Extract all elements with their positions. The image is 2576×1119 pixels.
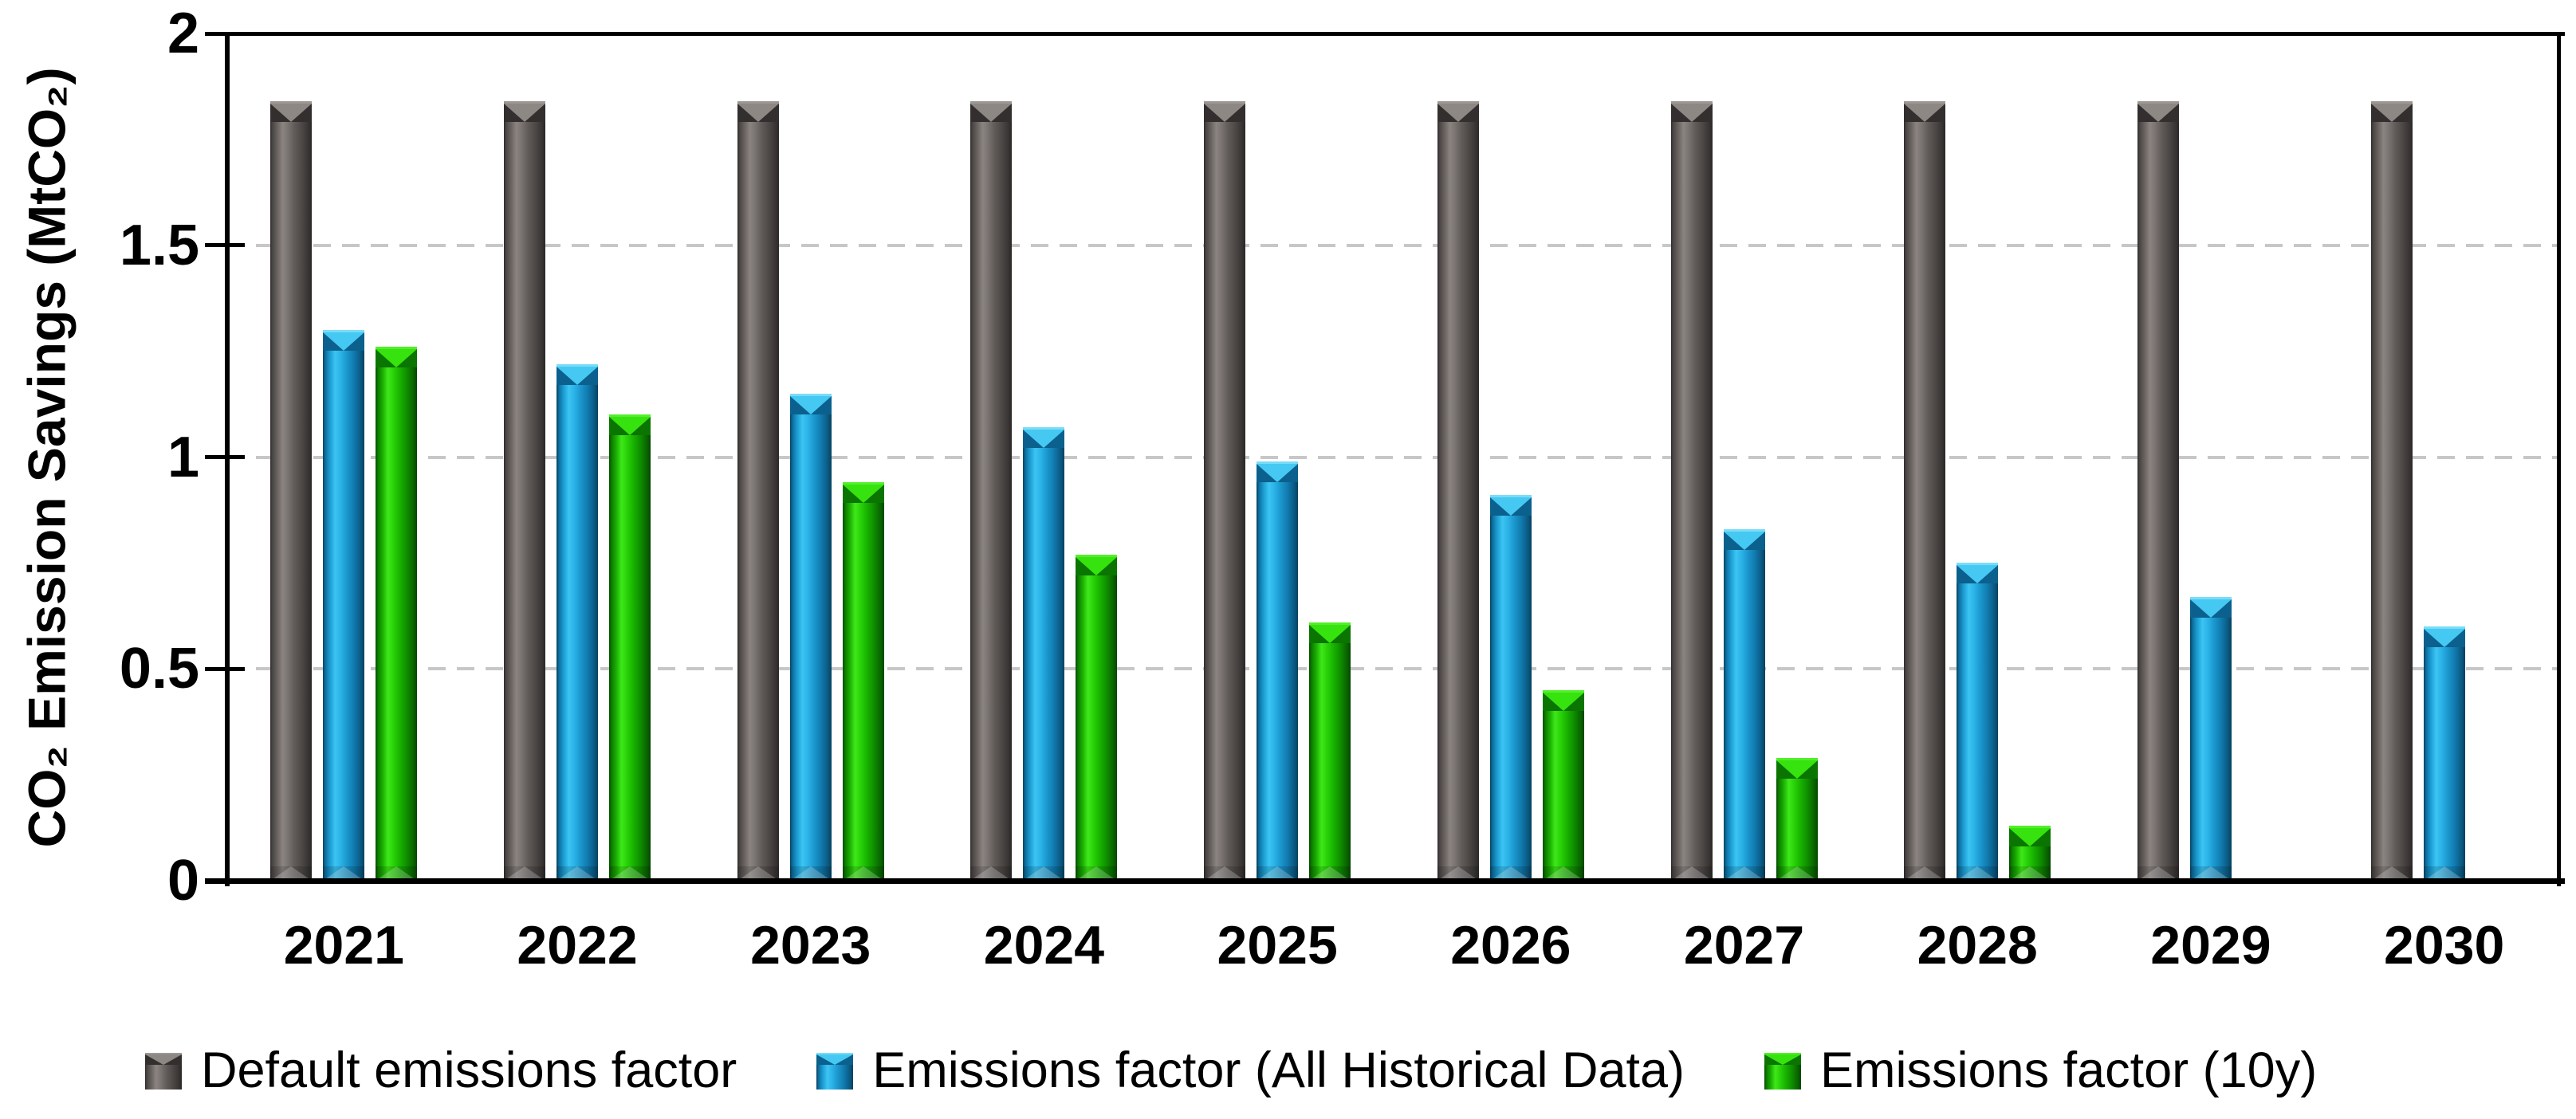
bar-bottom-shading (1076, 866, 1118, 881)
bar-2028-series1 (1957, 563, 1999, 881)
bar-2027-series1 (1723, 528, 1765, 881)
bar-2027-series0 (1670, 101, 1713, 881)
y-tick-label-0.5: 0.5 (119, 637, 199, 701)
y-tick-1.5 (205, 243, 245, 248)
legend-label-series0: Default emissions factor (201, 1042, 737, 1098)
bar-2026-series2 (1542, 689, 1584, 881)
bar-2025-series2 (1309, 622, 1351, 881)
bar-bottom-shading (1257, 866, 1299, 881)
bar-bottom-shading (270, 866, 313, 881)
legend-label-series1: Emissions factor (All Historical Data) (872, 1042, 1685, 1098)
x-tick-label-2025: 2025 (1217, 915, 1338, 976)
x-tick-label-2026: 2026 (1450, 915, 1571, 976)
bar-bottom-shading (556, 866, 598, 881)
legend-entry-series2: Emissions factor (10y) (1764, 1046, 2317, 1096)
bar-bottom-shading (1904, 866, 1946, 881)
bar-bottom-shading (2423, 866, 2465, 881)
y-tick-label-0: 0 (167, 849, 199, 913)
legend-swatch-icon-series0 (145, 1052, 182, 1090)
bar-2023-series2 (842, 482, 884, 881)
x-tick-label-2030: 2030 (2384, 915, 2505, 976)
y-tick-label-1.5: 1.5 (119, 213, 199, 277)
y-tick-label-2: 2 (167, 2, 199, 65)
bar-2026-series1 (1489, 495, 1532, 881)
x-tick-label-2022: 2022 (517, 915, 638, 976)
bar-bottom-shading (1670, 866, 1713, 881)
bar-bottom-shading (2370, 866, 2413, 881)
plot-area (227, 33, 2561, 881)
bar-bottom-shading (970, 866, 1013, 881)
bar-2029-series0 (2137, 101, 2179, 881)
bar-2025-series1 (1257, 461, 1299, 881)
bar-bottom-shading (1776, 866, 1818, 881)
bar-2021-series2 (376, 347, 418, 881)
bar-2024-series2 (1076, 554, 1118, 881)
x-tick-label-2028: 2028 (1917, 915, 2038, 976)
bar-bottom-shading (2189, 866, 2232, 881)
legend-swatch-icon-series2 (1764, 1052, 1802, 1090)
y-tick-label-1: 1 (167, 425, 199, 489)
bar-2029-series1 (2189, 596, 2232, 881)
gridline-0.5 (227, 667, 2561, 671)
bar-bottom-shading (1023, 866, 1065, 881)
x-axis-line (205, 878, 2565, 884)
bar-bottom-shading (1309, 866, 1351, 881)
gridline-1 (227, 455, 2561, 459)
bar-2021-series0 (270, 101, 313, 881)
bar-bottom-shading (2137, 866, 2179, 881)
bar-2023-series1 (789, 393, 832, 881)
bar-bottom-shading (737, 866, 779, 881)
plot-right-border (2557, 32, 2561, 886)
bar-2025-series0 (1204, 101, 1246, 881)
bar-2030-series1 (2423, 626, 2465, 881)
legend-entry-series0: Default emissions factor (145, 1046, 737, 1096)
bar-2022-series1 (556, 363, 598, 881)
bar-bottom-shading (842, 866, 884, 881)
bar-2028-series2 (2009, 825, 2051, 881)
legend: Default emissions factor Emissions factor… (145, 1046, 2317, 1096)
bar-2024-series1 (1023, 427, 1065, 881)
y-tick-0.5 (205, 666, 245, 671)
x-tick-label-2029: 2029 (2150, 915, 2271, 976)
bar-2026-series0 (1437, 101, 1479, 881)
y-tick-1 (205, 455, 245, 459)
legend-swatch-icon-series1 (816, 1052, 854, 1090)
y-axis-line (225, 32, 230, 886)
bar-bottom-shading (1489, 866, 1532, 881)
legend-label-series2: Emissions factor (10y) (1820, 1042, 2318, 1098)
bar-2024-series0 (970, 101, 1013, 881)
bar-2021-series1 (323, 330, 365, 881)
bar-bottom-shading (1957, 866, 1999, 881)
gridline-1.5 (227, 243, 2561, 247)
bar-bottom-shading (1723, 866, 1765, 881)
bar-bottom-shading (1542, 866, 1584, 881)
bar-2022-series0 (504, 101, 545, 881)
bar-bottom-shading (504, 866, 545, 881)
y-tick-2 (205, 31, 245, 36)
bar-bottom-shading (376, 866, 418, 881)
bar-2023-series0 (737, 101, 779, 881)
plot-top-border (205, 32, 2565, 36)
bar-bottom-shading (323, 866, 365, 881)
bar-bottom-shading (1204, 866, 1246, 881)
bar-2030-series0 (2370, 101, 2413, 881)
bar-bottom-shading (1437, 866, 1479, 881)
legend-entry-series1: Emissions factor (All Historical Data) (816, 1046, 1685, 1096)
x-tick-label-2024: 2024 (983, 915, 1105, 976)
y-tick-0 (205, 878, 245, 883)
bar-2027-series2 (1776, 757, 1818, 881)
bar-bottom-shading (2009, 866, 2051, 881)
bar-2028-series0 (1904, 101, 1946, 881)
x-tick-label-2027: 2027 (1683, 915, 1805, 976)
x-tick-label-2023: 2023 (750, 915, 871, 976)
bar-2022-series2 (609, 414, 651, 881)
x-tick-label-2021: 2021 (283, 915, 404, 976)
bar-bottom-shading (609, 866, 651, 881)
bar-bottom-shading (789, 866, 832, 881)
